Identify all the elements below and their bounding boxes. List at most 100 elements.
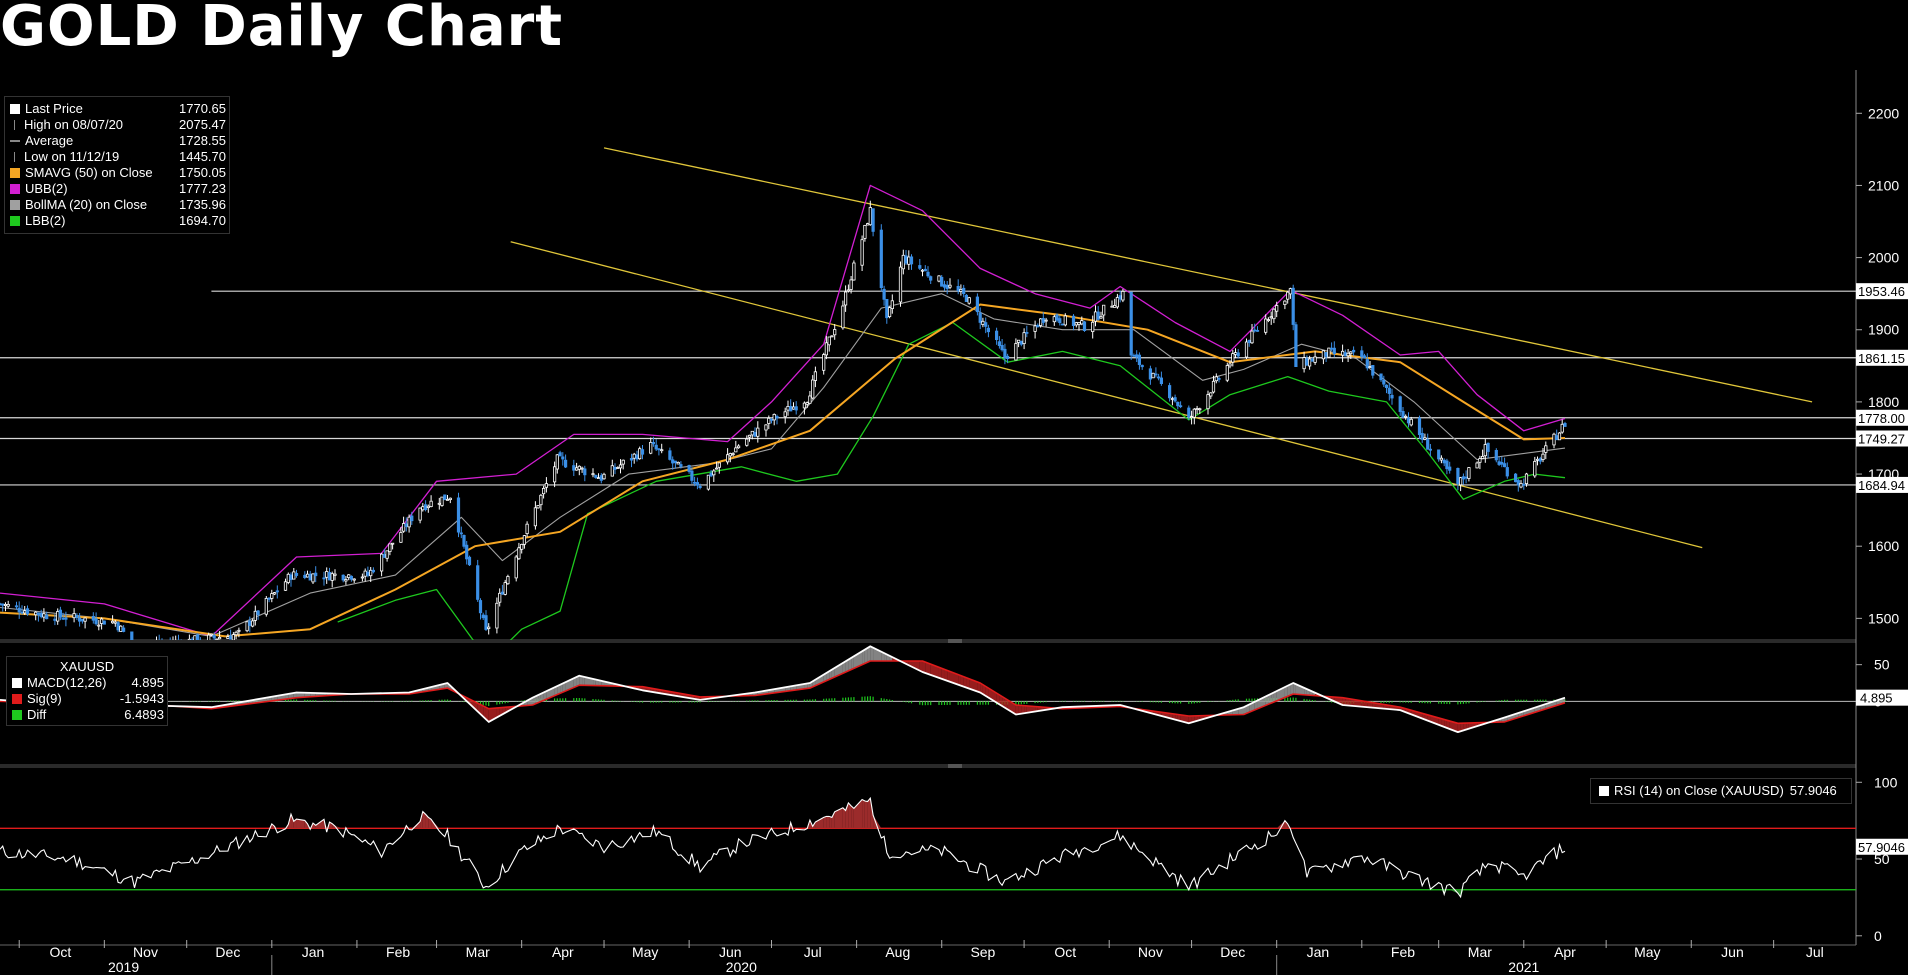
candle-body <box>866 223 870 226</box>
rsi-overbought-fill <box>873 815 882 829</box>
macd-signal-fill <box>947 670 950 682</box>
x-tick-label: Nov <box>133 944 158 960</box>
candle-body <box>1442 459 1446 464</box>
y-tick-label: 1600 <box>1868 538 1899 554</box>
candle-body <box>256 610 260 616</box>
candle-body <box>303 574 307 578</box>
candle-body <box>753 431 757 437</box>
year-label: 2021 <box>1508 959 1539 975</box>
candle-body <box>940 276 944 287</box>
candle-body <box>728 453 732 457</box>
candle-body <box>139 643 141 651</box>
candle-body <box>1464 476 1468 479</box>
macd-signal-fill <box>815 674 824 686</box>
macd-signal-fill <box>540 692 544 702</box>
candle-body <box>1533 460 1537 477</box>
macd-signal-fill <box>307 692 311 697</box>
candle-body <box>693 481 697 484</box>
candle-body <box>97 624 101 627</box>
candle-body <box>80 618 84 622</box>
candle-body <box>1343 352 1347 357</box>
candle-body <box>1459 477 1463 486</box>
candle-body <box>772 413 776 421</box>
candle-body <box>113 621 117 624</box>
candle-body <box>1379 373 1383 381</box>
candle-body <box>959 288 963 292</box>
rsi-fill <box>269 798 1464 897</box>
macd-signal-fill <box>288 693 292 699</box>
candle-body <box>1170 398 1174 400</box>
candle-body <box>1093 311 1098 322</box>
legend-label: Low on 11/12/19 <box>24 149 120 164</box>
candle-body <box>564 459 568 468</box>
candle-body <box>1173 397 1177 402</box>
candle-body <box>0 603 2 606</box>
candle-body <box>17 607 21 613</box>
candle-body <box>78 617 82 622</box>
candle-body <box>330 573 334 581</box>
candle-body <box>844 291 848 306</box>
macd-signal-fill <box>1284 685 1288 698</box>
candle-body <box>264 598 268 615</box>
legend-value: -1.5943 <box>119 691 164 706</box>
macd-signal-fill <box>293 692 297 699</box>
candle-body <box>1225 365 1229 381</box>
candle-body <box>1269 316 1273 319</box>
candle-body <box>638 448 642 460</box>
rsi-overbought-fill <box>312 823 316 829</box>
candle-body <box>802 402 807 409</box>
legend-label: Diff <box>27 707 47 722</box>
macd-signal-fill <box>944 669 948 681</box>
macd-value-label: 4.895 <box>1860 691 1893 706</box>
macd-signal-fill <box>573 676 577 688</box>
candle-body <box>679 464 683 467</box>
candle-body <box>1481 455 1485 459</box>
macd-signal-fill <box>977 681 981 693</box>
candle-body <box>618 464 623 469</box>
candle-body <box>119 625 123 632</box>
candle-body <box>882 288 886 300</box>
candle-body <box>1467 467 1471 479</box>
rsi-overbought-fill <box>864 801 868 829</box>
candle-body <box>599 475 603 481</box>
candle-body <box>72 613 76 619</box>
candle-body <box>253 610 257 621</box>
macd-signal-fill <box>1463 723 1467 731</box>
macd-signal-fill <box>296 692 305 698</box>
x-tick-label: Sep <box>970 944 995 960</box>
candle-body <box>443 494 447 501</box>
candle-body <box>1000 344 1004 351</box>
x-tick-label: Dec <box>215 944 240 960</box>
candle-body <box>553 466 557 483</box>
candle-body <box>830 335 834 338</box>
candle-body <box>495 602 499 629</box>
x-tick-label: Apr <box>1554 944 1576 960</box>
macd-signal-fill <box>1350 699 1354 706</box>
high-marker-icon <box>14 120 15 130</box>
candle-body <box>1406 417 1411 424</box>
square-icon <box>10 200 20 210</box>
candle-body <box>1494 449 1498 461</box>
level-label-box <box>1856 283 1908 300</box>
candle-body <box>572 465 576 471</box>
candle-body <box>1330 347 1334 350</box>
rsi-overbought-fill <box>829 816 832 829</box>
candle-body <box>822 354 826 371</box>
candle-body <box>399 532 403 543</box>
rsi-overbought-fill <box>304 820 308 829</box>
legend-value: 2075.47 <box>179 117 226 132</box>
macd-signal-fill <box>291 693 294 699</box>
candle-body <box>478 600 483 614</box>
macd-signal-fill <box>1370 702 1373 708</box>
legend-value: 1770.65 <box>179 101 226 116</box>
candle-body <box>385 550 389 559</box>
candle-body <box>808 395 812 404</box>
candle-body <box>1217 377 1221 380</box>
candle-body <box>1437 449 1441 460</box>
rsi-overbought-fill <box>815 817 824 829</box>
macd-signal-fill <box>985 686 989 698</box>
macd-signal-fill <box>554 686 558 696</box>
level-label: 1778.00 <box>1858 411 1905 426</box>
candle-body <box>1121 290 1125 301</box>
candle-body <box>706 474 711 490</box>
